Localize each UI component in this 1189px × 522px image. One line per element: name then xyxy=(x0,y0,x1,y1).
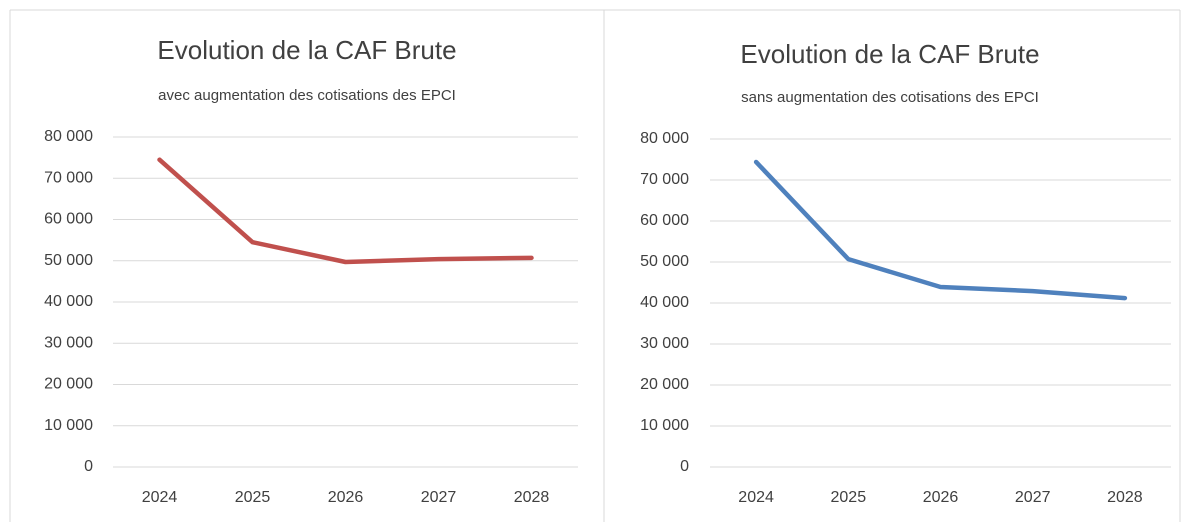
x-tick-label: 2027 xyxy=(421,489,457,506)
y-tick-label: 60 000 xyxy=(640,212,689,229)
data-line xyxy=(753,159,1128,301)
y-tick-label: 50 000 xyxy=(44,252,93,269)
y-tick-label: 40 000 xyxy=(640,294,689,311)
y-tick-label: 60 000 xyxy=(44,211,93,228)
x-tick-label: 2025 xyxy=(831,489,867,506)
y-tick-label: 40 000 xyxy=(44,293,93,310)
chart-title: Evolution de la CAF Brute xyxy=(157,35,456,65)
y-tick-label: 70 000 xyxy=(44,169,93,186)
y-tick-label: 20 000 xyxy=(44,376,93,393)
y-tick-label: 50 000 xyxy=(640,253,689,270)
x-tick-label: 2026 xyxy=(328,489,364,506)
x-tick-label: 2028 xyxy=(1107,489,1143,506)
y-tick-label: 80 000 xyxy=(640,130,689,147)
x-tick-label: 2026 xyxy=(923,489,959,506)
y-tick-label: 30 000 xyxy=(44,334,93,351)
y-tick-label: 30 000 xyxy=(640,335,689,352)
y-tick-label: 80 000 xyxy=(44,128,93,145)
x-tick-label: 2027 xyxy=(1015,489,1051,506)
chart-subtitle: sans augmentation des cotisations des EP… xyxy=(741,89,1039,106)
x-tick-label: 2025 xyxy=(235,489,271,506)
y-tick-label: 10 000 xyxy=(640,417,689,434)
x-tick-label: 2024 xyxy=(738,489,774,506)
chart-title: Evolution de la CAF Brute xyxy=(740,39,1039,69)
x-tick-label: 2028 xyxy=(514,489,550,506)
chart-subtitle: avec augmentation des cotisations des EP… xyxy=(158,87,456,104)
data-line xyxy=(157,157,534,265)
y-tick-label: 0 xyxy=(84,458,93,475)
x-tick-label: 2024 xyxy=(142,489,178,506)
y-tick-label: 20 000 xyxy=(640,376,689,393)
y-tick-label: 10 000 xyxy=(44,417,93,434)
y-tick-label: 70 000 xyxy=(640,171,689,188)
y-tick-label: 0 xyxy=(680,458,689,475)
